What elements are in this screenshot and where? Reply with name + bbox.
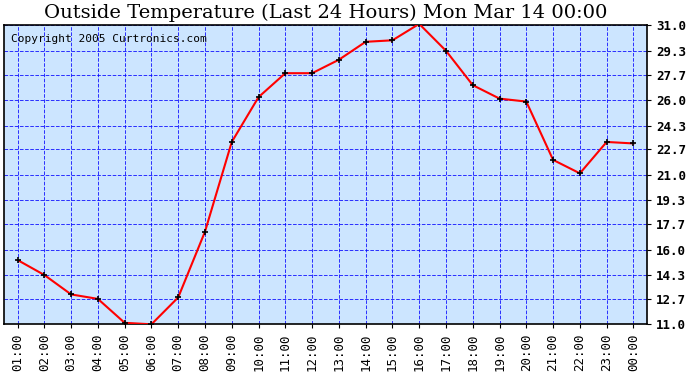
Text: Copyright 2005 Curtronics.com: Copyright 2005 Curtronics.com (10, 34, 206, 44)
Title: Outside Temperature (Last 24 Hours) Mon Mar 14 00:00: Outside Temperature (Last 24 Hours) Mon … (43, 4, 607, 22)
